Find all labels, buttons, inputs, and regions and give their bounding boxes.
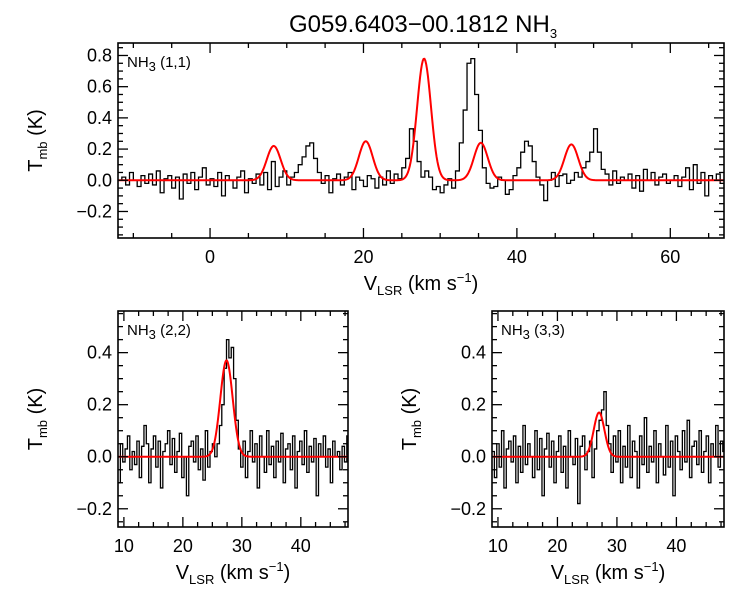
y-axis-label: Tmb (K) [25,109,50,172]
x-tick-label: 0 [205,247,215,267]
transition-label: NH3 (3,3) [501,322,565,342]
y-tick-label: 0.8 [87,45,112,65]
y-tick-label: 0.0 [87,447,112,467]
y-tick-label: 0.2 [87,139,112,159]
x-tick-label: 40 [291,536,311,556]
model-fit-line [118,57,724,182]
y-tick-label: 0.0 [461,447,486,467]
y-tick-label: 0.4 [461,343,486,363]
y-tick-label: 0.4 [87,108,112,128]
y-tick-label: 0.2 [87,395,112,415]
x-tick-label: 40 [507,247,527,267]
plot-frame [117,310,349,528]
x-tick-label: 20 [547,536,567,556]
model-fit-line [118,359,348,458]
x-tick-label: 30 [232,536,252,556]
y-tick-label: 0.0 [87,170,112,190]
panels: 0 20 40 60 −0.2 0.0 0.2 0.4 0.6 0.8 VLSR (km s−1) T… [25,42,725,587]
x-tick-label: 20 [353,247,373,267]
panel-top: 0 20 40 60 −0.2 0.0 0.2 0.4 0.6 0.8 VLSR (km s−1) T… [25,42,725,298]
y-tick-label: 0.4 [87,343,112,363]
plot-frame [491,310,725,528]
transition-label: NH3 (2,2) [127,322,191,342]
y-tick-label: −0.2 [76,499,112,519]
x-axis-label: VLSR (km s−1) [176,559,291,587]
panel-bottom-right: 10 20 30 40 −0.2 0.0 0.2 0.4 VLSR (km s−1) Tmb (K… [399,310,725,587]
observed-spectrum-line [118,57,724,202]
observed-spectrum-line [118,338,348,497]
y-tick-label: −0.2 [76,201,112,221]
y-tick-label: 0.6 [87,77,112,97]
y-tick-label: −0.2 [450,499,486,519]
x-tick-label: 10 [114,536,134,556]
x-tick-label: 30 [607,536,627,556]
x-tick-label: 20 [173,536,193,556]
panel-bottom-left: 10 20 30 40 −0.2 0.0 0.2 0.4 VLSR (km s−1) Tmb (K… [25,310,349,587]
x-axis-label: VLSR (km s−1) [364,270,479,298]
plot-frame [117,42,725,239]
x-tick-label: 60 [660,247,680,267]
figure-title: G059.6403−00.1812 NH3 [289,11,557,41]
transition-label: NH3 (1,1) [127,54,191,74]
y-tick-label: 0.2 [461,395,486,415]
x-axis-label: VLSR (km s−1) [551,559,666,587]
model-fit-line [492,411,724,458]
y-axis-label: Tmb (K) [399,388,424,451]
x-tick-label: 10 [488,536,508,556]
y-axis-label: Tmb (K) [25,388,50,451]
x-tick-label: 40 [666,536,686,556]
